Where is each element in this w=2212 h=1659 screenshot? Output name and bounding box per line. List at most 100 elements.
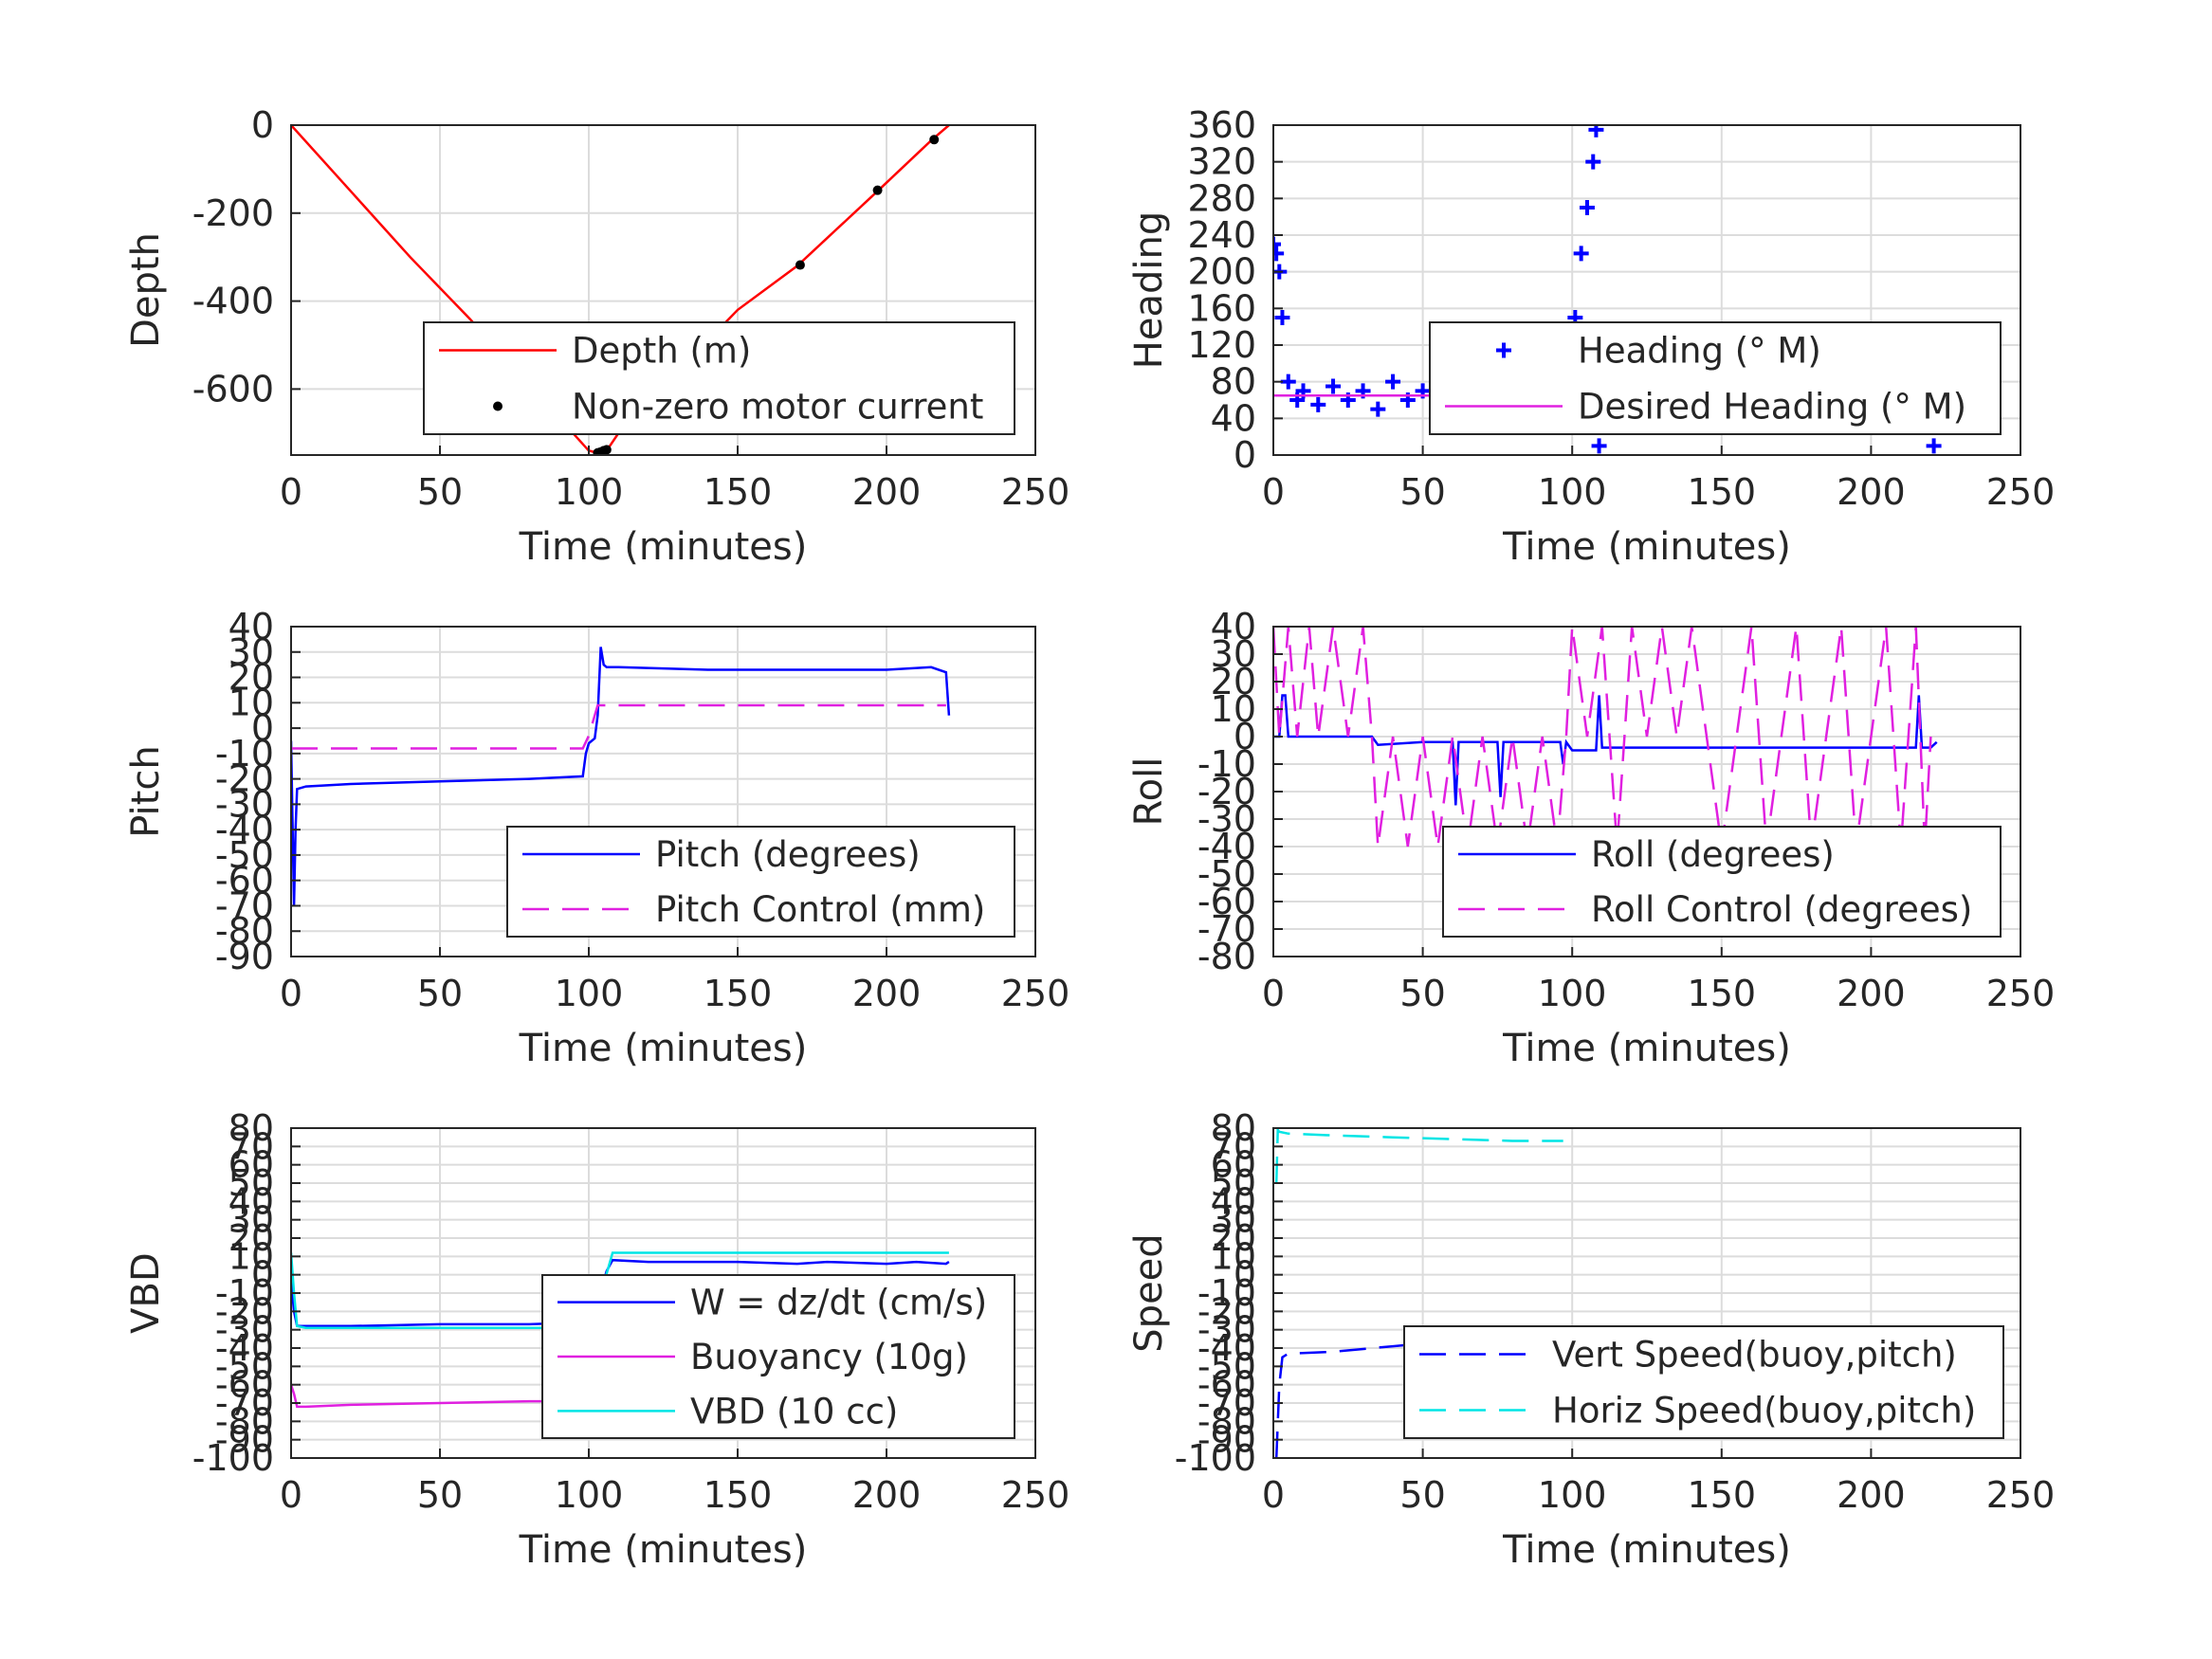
y-tick-label: -60 bbox=[1197, 881, 1256, 922]
legend: Heading (° M) Desired Heading (° M) bbox=[1429, 321, 2002, 435]
axes-frame bbox=[1272, 124, 2021, 456]
y-tick-label: -20 bbox=[1197, 1290, 1256, 1332]
legend-label: Pitch (degrees) bbox=[655, 834, 921, 875]
y-tick-label: 40 bbox=[1211, 606, 1256, 647]
y-tick-label: -40 bbox=[1197, 826, 1256, 867]
y-tick-label: -30 bbox=[215, 1309, 274, 1351]
panel-speed: 0 50 100 150 200 25080706050403020100-10-20-3… bbox=[1127, 1107, 2055, 1572]
y-tick-label: -30 bbox=[215, 783, 274, 825]
legend-box bbox=[423, 321, 1015, 435]
series-heading-m--point bbox=[1280, 374, 1296, 390]
legend-label: Desired Heading (° M) bbox=[1578, 387, 1966, 428]
series-heading-m--point bbox=[1325, 378, 1342, 394]
y-tick-label: 40 bbox=[1211, 397, 1256, 439]
series-heading-m--point bbox=[1370, 401, 1386, 417]
y-tick-label: 10 bbox=[229, 1235, 274, 1277]
x-tick-label: 0 bbox=[280, 1474, 302, 1516]
y-tick-label: 60 bbox=[1211, 1144, 1256, 1186]
legend-box bbox=[1403, 1325, 2004, 1439]
y-tick-label: -10 bbox=[1197, 743, 1256, 785]
x-tick-label: 250 bbox=[1001, 973, 1070, 1014]
y-tick-label: -60 bbox=[215, 1364, 274, 1406]
y-tick-label: 60 bbox=[229, 1144, 274, 1186]
legend-label: Pitch Control (mm) bbox=[655, 889, 985, 930]
y-axis-label: Depth bbox=[124, 232, 168, 348]
y-tick-label: 10 bbox=[229, 682, 274, 723]
legend-label: Depth (m) bbox=[572, 331, 751, 372]
y-tick-label: -40 bbox=[215, 1327, 274, 1369]
y-tick-label: 0 bbox=[251, 104, 274, 146]
series-group bbox=[1273, 627, 1938, 848]
legend-box bbox=[506, 826, 1015, 938]
y-tick-label: 20 bbox=[1211, 1217, 1256, 1259]
series-buoyancy-10g--line bbox=[291, 1384, 580, 1409]
y-tick-label: 50 bbox=[229, 1162, 274, 1204]
panel-depth: 0 50 100 150 200 250 0 -200 -400 -600 Time (minute… bbox=[124, 104, 1069, 569]
y-tick-label: -90 bbox=[215, 936, 274, 977]
panel-roll: 0 50 100 150 200 250403020100-10-20-30-40-50-… bbox=[1127, 606, 2055, 1070]
x-tick-label: 100 bbox=[555, 973, 624, 1014]
x-tick-label: 200 bbox=[1837, 973, 1906, 1014]
x-tick-label: 50 bbox=[1399, 973, 1445, 1014]
y-tick-label: 280 bbox=[1187, 177, 1256, 219]
y-tick-label: 20 bbox=[229, 1217, 274, 1259]
y-tick-label: -200 bbox=[192, 192, 274, 234]
x-tick-label: 0 bbox=[1262, 1474, 1285, 1516]
legend-label: Heading (° M) bbox=[1578, 331, 1821, 372]
y-tick-label: -90 bbox=[215, 1419, 274, 1461]
x-tick-label: 50 bbox=[417, 471, 463, 513]
legend-label: Non-zero motor current bbox=[572, 387, 983, 428]
legend: W = dz/dt (cm/s) Buoyancy (10g) VBD (10 cc… bbox=[541, 1274, 1015, 1439]
x-tick-label: 250 bbox=[1001, 471, 1070, 513]
panel-heading: 0 50 100 150 200 2500408012016020024028032036… bbox=[1127, 104, 2055, 569]
legend-box bbox=[1429, 321, 2002, 435]
legend-swatch bbox=[493, 401, 503, 411]
series-heading-m--point bbox=[1274, 310, 1290, 325]
series-non-zero-motor-current-point bbox=[929, 135, 940, 145]
series-non-zero-motor-current-point bbox=[872, 185, 883, 195]
series-heading-m--point bbox=[1273, 246, 1285, 262]
y-tick-label: 160 bbox=[1187, 287, 1256, 329]
x-tick-label: 100 bbox=[1538, 1474, 1607, 1516]
legend: Depth (m) Non-zero motor current bbox=[423, 321, 1015, 435]
series-heading-m--point bbox=[1385, 374, 1401, 390]
y-axis-label: Heading bbox=[1127, 211, 1171, 369]
x-tick-label: 200 bbox=[1837, 1474, 1906, 1516]
y-tick-label: 70 bbox=[1211, 1125, 1256, 1167]
x-axis-label: Time (minutes) bbox=[1502, 1528, 1791, 1572]
legend-label: Vert Speed(buoy,pitch) bbox=[1552, 1335, 1957, 1376]
series-heading-m--point bbox=[1591, 438, 1607, 454]
y-tick-label: 240 bbox=[1187, 214, 1256, 256]
y-tick-label: 80 bbox=[1211, 361, 1256, 403]
y-tick-label: -80 bbox=[215, 910, 274, 952]
axes-frame bbox=[290, 124, 1036, 456]
legend-label: VBD (10 cc) bbox=[690, 1391, 898, 1431]
y-tick-label: -40 bbox=[215, 809, 274, 850]
series-heading-m--point bbox=[1573, 246, 1589, 262]
y-tick-label: -70 bbox=[1197, 908, 1256, 950]
y-tick-label: -10 bbox=[1197, 1272, 1256, 1314]
y-tick-label: 0 bbox=[251, 1254, 274, 1296]
y-tick-label: 40 bbox=[1211, 1180, 1256, 1222]
y-tick-label: -70 bbox=[215, 1382, 274, 1424]
x-tick-label: 150 bbox=[704, 973, 773, 1014]
y-tick-label: 0 bbox=[1234, 1254, 1256, 1296]
y-tick-label: -40 bbox=[1197, 1327, 1256, 1369]
y-tick-label: 30 bbox=[229, 631, 274, 673]
x-tick-label: 150 bbox=[1688, 1474, 1757, 1516]
y-tick-label: -30 bbox=[1197, 798, 1256, 840]
x-tick-label: 200 bbox=[852, 1474, 922, 1516]
x-axis-label: Time (minutes) bbox=[519, 525, 808, 569]
y-tick-label: -10 bbox=[215, 1272, 274, 1314]
y-tick-label: 40 bbox=[229, 1180, 274, 1222]
legend-label: Roll (degrees) bbox=[1591, 834, 1835, 875]
legend: Pitch (degrees) Pitch Control (mm) bbox=[506, 826, 1015, 938]
y-tick-label: -600 bbox=[192, 368, 274, 410]
legend-label: Horiz Speed(buoy,pitch) bbox=[1552, 1391, 1976, 1431]
y-tick-label: -80 bbox=[1197, 1400, 1256, 1442]
y-tick-label: 0 bbox=[1234, 434, 1256, 476]
series-group bbox=[291, 125, 950, 455]
x-tick-label: 100 bbox=[555, 1474, 624, 1516]
y-tick-label: -70 bbox=[1197, 1382, 1256, 1424]
